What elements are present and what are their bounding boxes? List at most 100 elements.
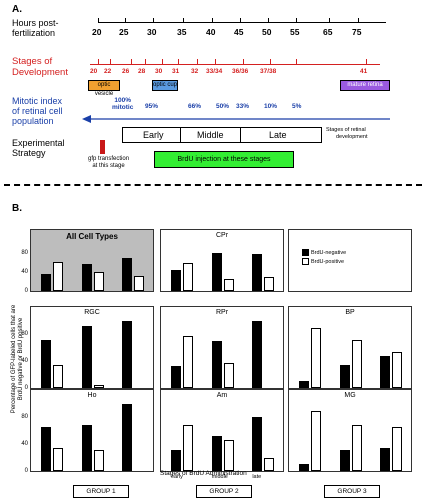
- bar-brdu-negative: [252, 254, 263, 291]
- hours-tick-label: 30: [147, 27, 157, 37]
- chart-panel: BP: [288, 306, 412, 389]
- y-tick-0: 0: [24, 288, 28, 294]
- group-3-box: GROUP 3: [324, 485, 380, 498]
- stage-tick: [162, 59, 163, 65]
- stage-tick-label: 30: [155, 68, 163, 75]
- y-tick-0: 0: [24, 468, 28, 474]
- stage-tick-label: 31: [172, 68, 180, 75]
- optic-vesicle-box: optic vesicle: [88, 80, 120, 97]
- bar-brdu-negative: [171, 365, 181, 388]
- hours-tick: [268, 18, 269, 23]
- x-category-label: late: [252, 474, 262, 480]
- mitotic-label-line-2: of retinal cell: [12, 106, 63, 116]
- hours-tick: [296, 18, 297, 23]
- bar-brdu-positive: [392, 351, 403, 388]
- bar-brdu-positive: [93, 384, 104, 388]
- transfection-marker: [100, 140, 105, 154]
- bar-brdu-positive: [264, 457, 275, 471]
- stage-tick-label: 41: [360, 68, 368, 75]
- bar-brdu-positive: [53, 364, 63, 388]
- bar-brdu-positive: [351, 425, 362, 471]
- chart-panel: Ho 80 40 0: [21, 389, 154, 474]
- bar-brdu-negative: [122, 321, 133, 388]
- mitotic-value: 50%: [216, 103, 230, 110]
- mature-retina-box: mature retina: [340, 80, 390, 91]
- experimental-label-line-1: Experimental: [12, 138, 65, 148]
- bar-brdu-positive: [311, 327, 321, 388]
- mitotic-100-label: mitotic: [112, 104, 134, 111]
- hours-tick-label: 55: [290, 27, 300, 37]
- hours-label: Hours post- fertilization: [12, 18, 59, 38]
- mitotic-label-line-1: Mitotic index: [12, 96, 63, 106]
- hours-tick: [240, 18, 241, 23]
- bar-brdu-negative: [41, 339, 51, 388]
- mitotic-label-line-3: population: [12, 116, 54, 126]
- stages-retinal-line-2: development: [336, 134, 368, 140]
- y-tick-80: 80: [21, 331, 28, 338]
- panel-title: RPr: [215, 309, 229, 316]
- chart-panel: CPr: [160, 229, 284, 292]
- bar-brdu-positive: [311, 410, 321, 471]
- bar-brdu-positive: [183, 425, 193, 471]
- bar-brdu-positive: [93, 449, 104, 471]
- legend-neg: BrdU-negative: [302, 249, 346, 258]
- chart-panel: RPr: [160, 306, 284, 389]
- stage-tick-label: 33/34: [206, 68, 223, 75]
- bar-brdu-negative: [299, 381, 309, 388]
- stage-tick: [98, 59, 99, 65]
- hours-axis-line: [98, 22, 386, 23]
- bar-brdu-negative: [211, 341, 222, 388]
- chart-panel: RGC 80 40 0: [21, 306, 154, 391]
- panel-title: All Cell Types: [66, 232, 118, 241]
- bar-brdu-negative: [339, 364, 350, 388]
- phase-box: Early Middle Late: [122, 127, 322, 143]
- optic-cup-box: optic cup: [152, 80, 178, 91]
- y-tick-40: 40: [21, 441, 28, 448]
- stage-tick: [145, 59, 146, 65]
- bar-brdu-positive: [223, 440, 234, 471]
- hours-label-line-2: fertilization: [12, 28, 56, 38]
- stages-label-line-2: Development: [12, 67, 68, 78]
- bar-brdu-negative: [41, 274, 51, 291]
- stages-label-line-1: Stages of: [12, 56, 53, 67]
- bar-brdu-positive: [183, 336, 193, 388]
- group-2-box: GROUP 2: [196, 485, 252, 498]
- bar-brdu-positive: [134, 275, 145, 291]
- legend-neg-label: BrdU-negative: [311, 250, 347, 256]
- mitotic-value: 33%: [236, 103, 250, 110]
- bar-brdu-negative: [211, 436, 222, 471]
- bar-brdu-positive: [223, 278, 234, 291]
- hours-tick-label: 75: [352, 27, 362, 37]
- stage-tick: [178, 59, 179, 65]
- phase-divider-2: [240, 128, 241, 142]
- y-tick-80: 80: [21, 250, 28, 257]
- phase-late: Late: [269, 130, 287, 140]
- stage-tick-label: 28: [138, 68, 146, 75]
- stage-tick: [270, 59, 271, 65]
- bar-brdu-negative: [380, 355, 391, 388]
- stages-retinal-line-1: Stages of retinal: [326, 127, 366, 133]
- mitotic-value: 95%: [145, 103, 159, 110]
- mitotic-value: 66%: [188, 103, 202, 110]
- stage-tick: [110, 59, 111, 65]
- hours-tick-label: 45: [234, 27, 244, 37]
- phase-divider-1: [180, 128, 181, 142]
- chart-panel: All Cell Types 80 40 0: [21, 229, 154, 294]
- brdu-injection-box: BrdU injection at these stages: [154, 151, 294, 168]
- stage-tick: [197, 59, 198, 65]
- legend: BrdU-negative BrdU-positive: [302, 249, 346, 267]
- bar-brdu-negative: [211, 253, 222, 291]
- bar-brdu-negative: [299, 464, 309, 471]
- hours-tick-label: 35: [177, 27, 187, 37]
- bar-brdu-positive: [93, 272, 104, 291]
- panel-title: Am: [216, 392, 228, 399]
- bar-brdu-negative: [122, 258, 133, 291]
- y-tick-0: 0: [24, 385, 28, 391]
- panel-title: MG: [344, 392, 356, 399]
- panel-title: Ho: [87, 392, 97, 399]
- stage-tick-label: 32: [191, 68, 199, 75]
- x-category-label: middle: [211, 474, 228, 480]
- bar-brdu-negative: [252, 321, 263, 388]
- bar-brdu-positive: [392, 426, 403, 471]
- stage-tick: [366, 59, 367, 65]
